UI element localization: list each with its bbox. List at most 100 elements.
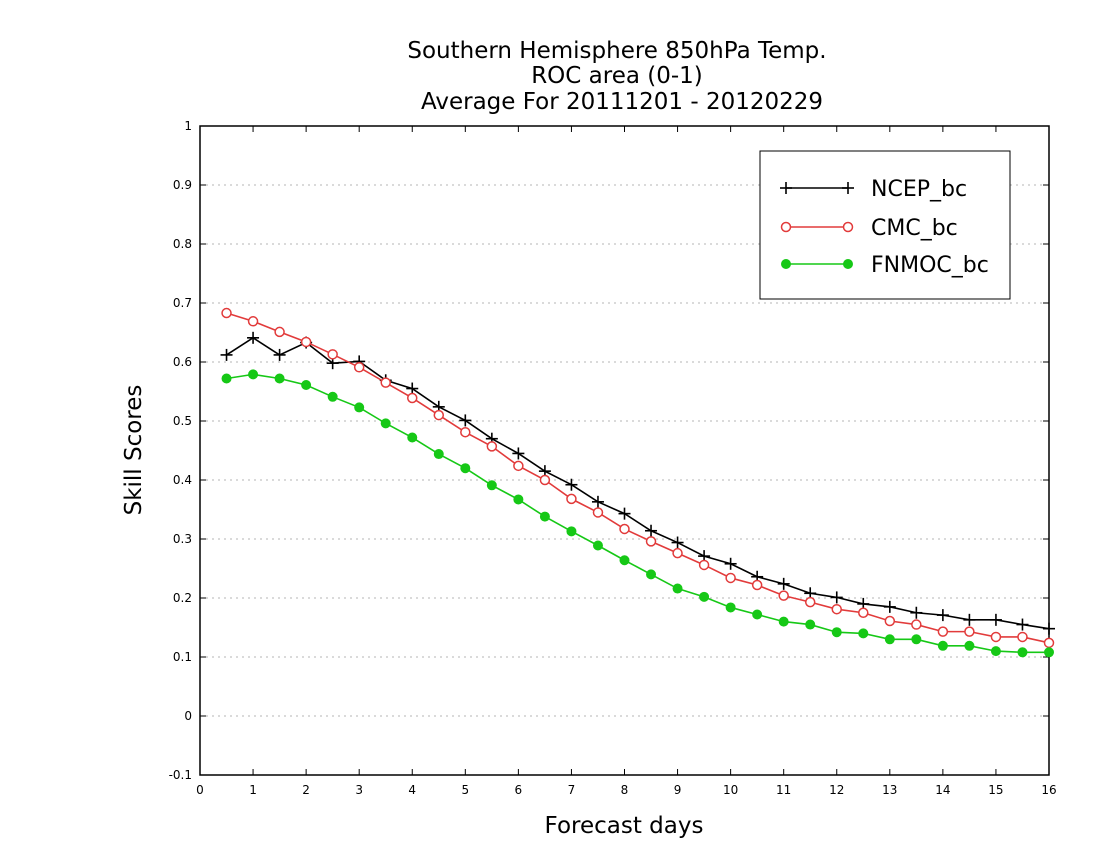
plus-marker (989, 613, 1002, 626)
open-circle-marker (300, 336, 312, 348)
x-tick-label: 11 (776, 783, 791, 797)
x-tick-label: 2 (302, 783, 310, 797)
filled-circle-marker (1017, 647, 1028, 658)
open-circle-marker (619, 523, 630, 535)
plus-marker (777, 577, 790, 590)
filled-circle-marker (752, 609, 763, 620)
open-circle-marker (407, 392, 418, 404)
y-tick-label: 0.9 (173, 178, 192, 192)
open-circle-marker (460, 426, 471, 438)
plus-marker (842, 182, 854, 194)
filled-circle-marker (699, 591, 710, 602)
open-circle-marker (247, 316, 259, 327)
series-line (226, 312, 1050, 644)
filled-circle-marker (990, 646, 1001, 657)
open-circle-marker (831, 603, 842, 615)
series-line (226, 336, 1050, 630)
plus-marker (910, 606, 923, 619)
x-tick-label: 1 (249, 783, 257, 797)
x-tick-label: 16 (1041, 783, 1056, 797)
plus-marker (780, 182, 792, 194)
x-tick-label: 4 (408, 783, 416, 797)
filled-circle-marker (327, 391, 338, 402)
plus-marker (883, 600, 896, 613)
filled-circle-marker (433, 449, 444, 460)
plus-marker (963, 613, 976, 626)
plus-marker (724, 557, 737, 570)
y-axis-title: Skill Scores (121, 385, 147, 516)
series-fnmoc-bc (221, 369, 1054, 658)
open-circle-marker (486, 441, 498, 452)
filled-circle-marker (301, 380, 312, 391)
series-cmc-bc (221, 307, 1055, 649)
open-circle-marker (990, 631, 1002, 643)
filled-circle-marker (619, 555, 630, 566)
x-tick-label: 5 (461, 783, 469, 797)
open-circle-marker (1043, 637, 1055, 649)
plus-marker (591, 495, 604, 508)
open-circle-marker (221, 307, 232, 319)
series-line (226, 373, 1049, 654)
x-tick-label: 6 (515, 783, 523, 797)
filled-circle-marker (725, 602, 736, 613)
open-circle-marker (274, 326, 285, 338)
filled-circle-marker (486, 480, 497, 491)
plus-marker (512, 447, 525, 460)
filled-circle-marker (274, 373, 285, 384)
tick-labels: -0.100.10.20.30.40.50.60.70.80.910 1 2 3 4 5 6… (169, 119, 1057, 797)
filled-circle-marker (1044, 647, 1054, 658)
plus-marker (1043, 622, 1055, 635)
filled-circle-marker (646, 569, 657, 580)
y-tick-label: 0.5 (173, 414, 192, 428)
open-circle-marker (380, 377, 391, 388)
open-circle-marker (327, 349, 338, 360)
open-circle-marker (778, 590, 789, 601)
plus-marker (645, 524, 658, 537)
x-tick-label: 10 (723, 783, 738, 797)
filled-circle-marker (937, 640, 948, 651)
y-tick-label: 1 (184, 119, 192, 133)
chart-title: Southern Hemisphere 850hPa Temp. ROC are… (407, 38, 826, 115)
y-tick-label: 0.8 (173, 237, 192, 251)
x-tick-label: 3 (355, 783, 363, 797)
title-line-1: Southern Hemisphere 850hPa Temp. (407, 38, 826, 64)
x-tick-label: 12 (829, 783, 844, 797)
x-tick-label: 13 (882, 783, 897, 797)
series-ncep-bc (220, 331, 1055, 635)
legend-item-cmc-bc: CMC_bc (780, 216, 958, 241)
filled-circle-marker (964, 640, 975, 651)
plus-marker (618, 507, 631, 520)
plus-marker (671, 536, 684, 549)
open-circle-marker (884, 615, 896, 627)
open-circle-marker (911, 619, 922, 630)
filled-circle-marker (539, 511, 550, 522)
open-circle-marker (539, 474, 551, 486)
filled-circle-marker (592, 540, 603, 551)
x-tick-label: 8 (621, 783, 629, 797)
series-lines (220, 307, 1055, 658)
x-tick-label: 0 (196, 783, 204, 797)
plus-marker (830, 591, 843, 604)
filled-circle-marker (884, 634, 895, 645)
legend-item-fnmoc-bc: FNMOC_bc (781, 253, 989, 278)
open-circle-marker (725, 572, 736, 584)
x-tick-label: 14 (935, 783, 950, 797)
legend-label: FNMOC_bc (871, 253, 989, 278)
open-circle-marker (433, 409, 445, 421)
open-circle-marker (804, 596, 816, 608)
filled-circle-marker (831, 627, 842, 638)
title-line-2: ROC area (0-1) (531, 63, 703, 89)
filled-circle-marker (380, 418, 391, 429)
open-circle-marker (592, 507, 604, 518)
plus-marker (565, 478, 578, 491)
legend-box (759, 150, 1011, 300)
plus-marker (247, 331, 260, 344)
filled-circle-marker (672, 583, 683, 594)
y-tick-label: 0 (184, 709, 192, 723)
open-circle-marker (645, 536, 657, 547)
open-circle-marker (964, 626, 975, 637)
legend-item-ncep-bc: NCEP_bc (780, 177, 967, 202)
x-tick-label: 7 (568, 783, 576, 797)
filled-circle-marker (566, 526, 577, 537)
